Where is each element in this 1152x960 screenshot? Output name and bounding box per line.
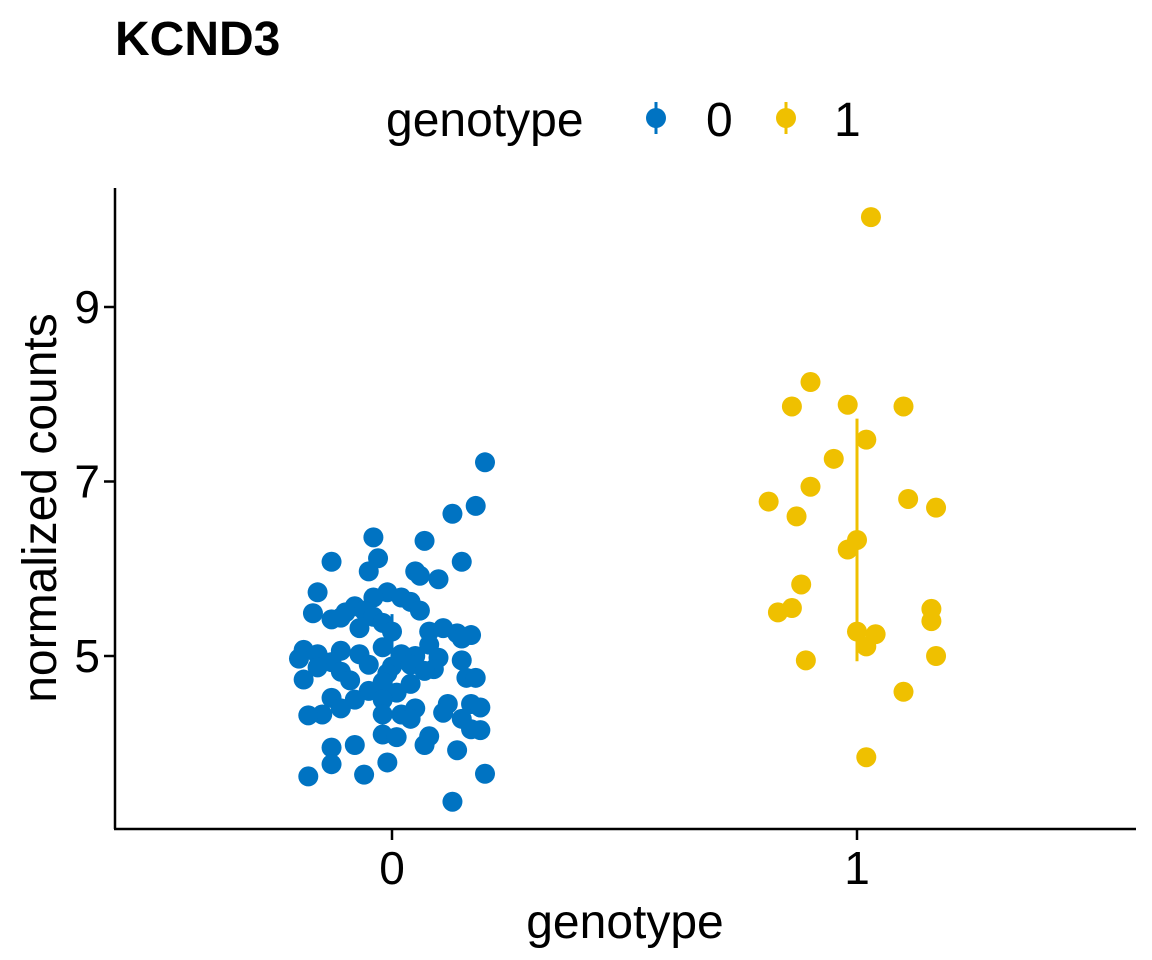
point-1-25 (856, 747, 877, 768)
point-0-23 (330, 607, 351, 628)
point-0-21 (302, 603, 323, 624)
point-0-66 (330, 698, 351, 719)
point-0-55 (293, 669, 314, 690)
point-0-2 (442, 503, 463, 524)
x-tick-label-0: 0 (379, 842, 405, 894)
point-1-8 (758, 491, 779, 512)
point-0-1 (465, 495, 486, 516)
point-0-70 (372, 704, 393, 725)
point-1-22 (795, 650, 816, 671)
point-0-87 (354, 764, 375, 785)
point-0-54 (465, 667, 486, 688)
point-0-12 (307, 582, 328, 603)
y-ticks: 5 7 9 (74, 281, 115, 682)
point-0-82 (344, 734, 365, 755)
legend-item-1: 1 (776, 94, 861, 147)
point-0-0 (475, 452, 495, 473)
point-1-4 (893, 396, 914, 417)
point-0-63 (372, 689, 393, 710)
point-1-18 (921, 611, 942, 632)
point-1-5 (856, 429, 877, 450)
point-0-6 (414, 530, 435, 551)
point-1-7 (800, 476, 821, 497)
point-0-26 (349, 618, 370, 639)
legend: genotype 0 1 (386, 94, 861, 147)
point-0-3 (451, 551, 472, 572)
y-tick-label-1: 7 (74, 456, 100, 508)
point-0-27 (382, 621, 402, 642)
point-0-89 (475, 763, 495, 784)
point-0-56 (340, 670, 361, 691)
point-0-52 (414, 660, 435, 681)
point-0-32 (451, 628, 472, 649)
point-1-0 (860, 207, 881, 228)
point-1-13 (837, 539, 858, 560)
point-1-21 (856, 636, 877, 657)
point-1-19 (847, 621, 867, 642)
chart-title: KCND3 (115, 13, 280, 66)
point-1-2 (781, 396, 802, 417)
point-0-83 (321, 737, 342, 758)
point-0-84 (447, 740, 468, 761)
point-0-72 (400, 708, 421, 729)
point-1-23 (926, 646, 947, 666)
point-0-4 (363, 527, 384, 548)
point-0-7 (321, 551, 342, 572)
point-0-73 (433, 702, 454, 723)
data-points (289, 207, 947, 812)
point-0-49 (307, 657, 328, 678)
legend-label-0: 0 (706, 94, 733, 147)
y-tick-label-0: 5 (74, 630, 100, 682)
point-0-88 (298, 766, 319, 787)
point-0-45 (358, 654, 379, 675)
point-0-79 (386, 727, 407, 748)
point-0-8 (358, 561, 379, 582)
point-1-10 (926, 497, 947, 518)
y-axis-title: normalized counts (14, 313, 67, 703)
point-0-86 (321, 754, 342, 775)
legend-key-point-1 (776, 108, 796, 128)
legend-item-0: 0 (646, 94, 733, 147)
y-tick-label-2: 9 (74, 281, 100, 333)
point-0-34 (372, 637, 393, 658)
point-0-20 (409, 600, 430, 621)
point-1-9 (898, 488, 919, 509)
point-1-24 (893, 681, 914, 702)
point-0-75 (470, 697, 491, 718)
point-1-1 (800, 372, 821, 393)
point-0-69 (298, 705, 319, 726)
point-0-10 (409, 565, 430, 586)
legend-key-point-0 (646, 108, 666, 128)
point-1-16 (781, 598, 802, 619)
point-0-85 (377, 752, 398, 773)
point-1-3 (837, 394, 858, 415)
point-0-11 (428, 569, 449, 590)
x-axis-title: genotype (526, 896, 724, 949)
point-1-14 (791, 574, 812, 595)
legend-title: genotype (386, 94, 584, 147)
point-0-42 (451, 650, 472, 671)
legend-label-1: 1 (834, 94, 861, 147)
point-0-77 (461, 719, 482, 740)
point-1-11 (786, 506, 807, 527)
point-0-43 (289, 648, 309, 669)
x-tick-label-1: 1 (844, 842, 870, 894)
point-0-90 (442, 791, 463, 812)
point-1-6 (823, 448, 844, 469)
point-0-81 (414, 734, 435, 755)
